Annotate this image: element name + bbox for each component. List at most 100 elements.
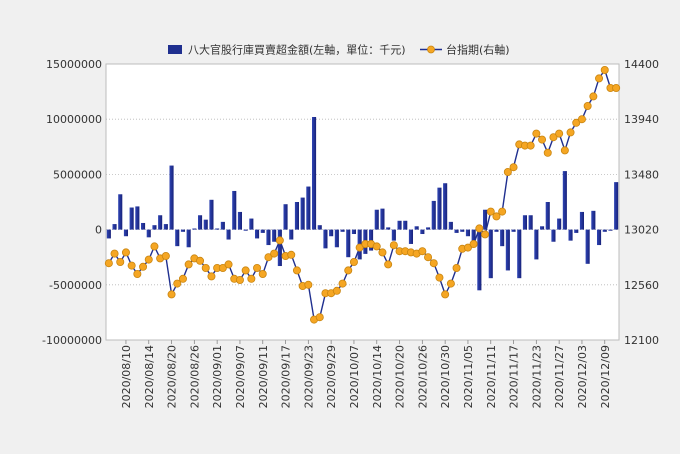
- line-point: [555, 129, 564, 138]
- bar: [203, 219, 208, 230]
- bar: [528, 215, 533, 230]
- bar: [226, 229, 231, 240]
- line-point: [110, 249, 119, 258]
- line-point: [469, 239, 478, 248]
- bar: [237, 211, 243, 230]
- bar: [277, 229, 282, 267]
- bar: [300, 197, 305, 230]
- line-point: [133, 269, 142, 278]
- line-point: [526, 141, 535, 150]
- line-point: [315, 313, 324, 322]
- line-point: [612, 84, 621, 93]
- line-point: [424, 253, 433, 262]
- bar: [585, 229, 590, 264]
- bar: [351, 229, 357, 235]
- line-point: [429, 259, 438, 268]
- x-tick-label: 2020/10/07: [348, 345, 361, 408]
- right-tick-label: 12100: [624, 334, 659, 347]
- bar: [140, 222, 146, 230]
- x-tick-label: 2020/09/29: [325, 345, 338, 408]
- left-tick-label: -10000000: [42, 334, 102, 347]
- bar: [220, 221, 225, 230]
- bar: [123, 229, 129, 237]
- bar: [106, 229, 111, 239]
- bar: [397, 220, 402, 230]
- x-tick-label: 2020/10/26: [416, 345, 429, 408]
- bar: [460, 229, 465, 232]
- bar: [197, 215, 203, 230]
- bar-series: [106, 116, 619, 291]
- bar: [505, 229, 510, 271]
- right-tick-label: 12560: [624, 279, 659, 292]
- line-point: [566, 128, 575, 137]
- bar: [579, 211, 585, 230]
- left-tick-label: 0: [95, 224, 102, 237]
- bar: [192, 228, 197, 230]
- x-tick-label: 2020/09/07: [234, 345, 247, 408]
- line-point: [452, 263, 461, 272]
- line-point: [207, 272, 216, 281]
- bar: [283, 204, 288, 230]
- line-point: [304, 280, 313, 289]
- line-point: [241, 266, 250, 275]
- bar: [568, 229, 573, 241]
- bar: [522, 215, 528, 230]
- line-point: [498, 207, 507, 216]
- bar: [477, 229, 482, 291]
- line-point: [435, 273, 444, 282]
- line-point: [349, 257, 358, 266]
- line-point: [418, 247, 427, 256]
- bar: [614, 182, 619, 230]
- bar: [500, 229, 505, 247]
- bar: [340, 229, 345, 232]
- x-tick-label: 2020/12/03: [576, 345, 589, 408]
- line-point: [121, 248, 130, 257]
- bar: [551, 229, 556, 242]
- bar: [482, 209, 488, 230]
- bar: [602, 229, 607, 232]
- line-point: [503, 167, 512, 176]
- line-point: [595, 74, 604, 83]
- bar: [186, 229, 191, 248]
- legend-line-label: 台指期(右軸): [446, 43, 510, 57]
- bar: [431, 200, 436, 230]
- line-point: [292, 266, 301, 275]
- line-point: [104, 259, 113, 268]
- line-point: [253, 263, 262, 272]
- line-point: [441, 290, 450, 299]
- x-tick-label: 2020/08/20: [166, 345, 179, 408]
- line-point: [372, 242, 381, 251]
- line-point: [270, 249, 279, 258]
- line-point: [275, 236, 284, 245]
- line-point: [589, 92, 598, 101]
- plot-area: [105, 63, 620, 341]
- bar: [443, 183, 448, 230]
- line-point: [572, 118, 581, 127]
- bar: [152, 225, 157, 230]
- bar: [557, 218, 562, 230]
- right-tick-label: 13020: [624, 224, 659, 237]
- line-point: [247, 274, 256, 283]
- bar: [596, 229, 602, 246]
- bar: [329, 229, 334, 237]
- bar: [243, 229, 248, 231]
- line-point: [577, 115, 586, 124]
- right-tick-label: 13940: [624, 113, 659, 126]
- line-point: [287, 250, 296, 259]
- x-tick-label: 2020/08/14: [143, 345, 156, 408]
- bar: [539, 226, 545, 230]
- bar: [448, 221, 453, 230]
- x-tick-label: 2020/10/30: [439, 345, 452, 408]
- bar: [420, 229, 425, 235]
- bar: [391, 229, 396, 241]
- line-point: [543, 148, 552, 157]
- bar: [591, 210, 596, 230]
- line-point: [127, 261, 136, 270]
- line-point: [355, 243, 364, 252]
- line-point: [218, 263, 227, 272]
- bar: [266, 229, 271, 246]
- bar: [163, 224, 168, 230]
- right-axis: 12100 12560 13020 13480 13940 14400: [624, 58, 659, 347]
- bar: [129, 207, 134, 230]
